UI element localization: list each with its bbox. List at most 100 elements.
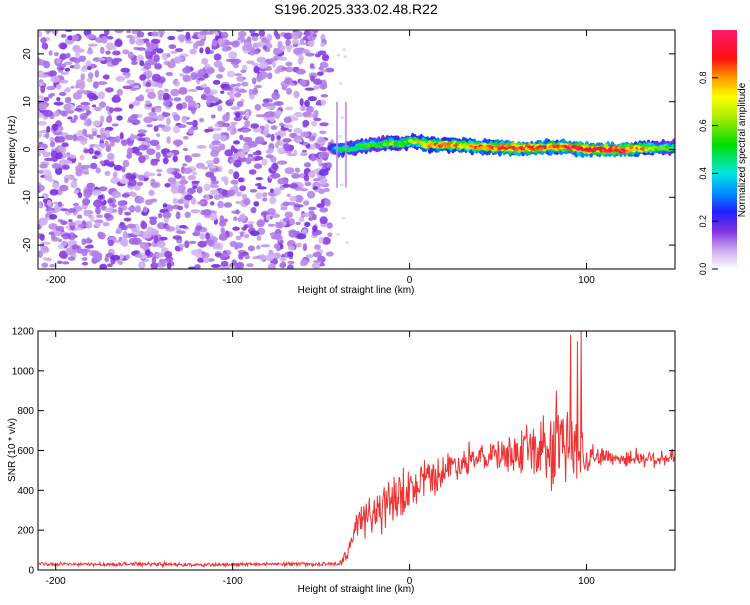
- y-tick-label: -10: [22, 190, 33, 205]
- heatmap-noise-cell: [220, 227, 226, 234]
- heatmap-noise-cell: [294, 194, 304, 203]
- colorbar-ticks: 0.0 0.2 0.4 0.6 0.8: [698, 72, 718, 275]
- heatmap-noise-cell: [114, 135, 121, 143]
- heatmap-noise-cell: [212, 241, 221, 249]
- heatmap-noise-cell: [147, 198, 157, 203]
- heatmap-noise-cell: [272, 233, 282, 240]
- heatmap-noise-cell: [175, 224, 180, 232]
- heatmap-noise-cell: [204, 194, 210, 201]
- heatmap-noise-cell: [90, 214, 95, 223]
- heatmap-noise-cell: [281, 45, 286, 52]
- heatmap-noise-cell: [303, 200, 310, 206]
- heatmap-noise-cell: [79, 154, 85, 161]
- heatmap-noise-cell: [298, 42, 308, 46]
- heatmap-noise-cell: [243, 197, 251, 206]
- heatmap-noise-cell: [178, 243, 185, 248]
- heatmap-noise: [38, 30, 350, 269]
- heatmap-noise-cell: [184, 95, 194, 103]
- heatmap-noise-cell: [38, 70, 44, 78]
- heatmap-noise-cell: [97, 91, 106, 100]
- heatmap-noise-cell: [53, 52, 59, 57]
- heatmap-noise-cell: [258, 62, 269, 69]
- heatmap-noise-cell: [105, 50, 111, 55]
- heatmap-noise-cell: [134, 205, 141, 213]
- heatmap-noise-cell: [128, 237, 139, 245]
- heatmap-noise-cell: [133, 85, 140, 89]
- heatmap-noise-cell: [316, 71, 324, 76]
- heatmap-noise-cell: [311, 262, 322, 269]
- heatmap-noise-cell: [125, 254, 131, 260]
- heatmap-noise-cell: [83, 209, 91, 217]
- heatmap-noise-cell: [40, 85, 46, 94]
- heatmap-noise-cell: [91, 189, 102, 196]
- heatmap-noise-cell: [182, 136, 189, 140]
- heatmap-noise-cell: [193, 42, 199, 50]
- heatmap-noise-cell: [110, 177, 120, 184]
- heatmap-noise-cell: [234, 92, 242, 98]
- heatmap-noise-cell: [153, 235, 159, 243]
- heatmap-noise-cell: [76, 214, 83, 219]
- heatmap-noise-cell: [157, 124, 165, 128]
- heatmap-noise-cell: [86, 110, 92, 115]
- heatmap-noise-cell: [321, 162, 329, 167]
- heatmap-noise-cell: [327, 232, 333, 237]
- heatmap-noise-cell: [233, 63, 239, 69]
- heatmap-noise-cell: [294, 230, 300, 235]
- heatmap-noise-cell: [179, 225, 187, 229]
- heatmap-noise-cell: [111, 204, 117, 208]
- heatmap-noise-cell: [255, 114, 265, 118]
- heatmap-band-cell: [495, 145, 501, 148]
- heatmap-ylabel: Frequency (Hz): [7, 116, 18, 185]
- heatmap-noise-cell: [256, 56, 266, 63]
- heatmap-noise-cell: [130, 192, 137, 198]
- heatmap-noise-cell: [61, 142, 69, 148]
- heatmap-noise-cell: [99, 160, 105, 165]
- heatmap-noise-cell: [126, 30, 131, 34]
- heatmap-noise-cell: [70, 118, 77, 123]
- heatmap-noise-cell: [55, 152, 63, 160]
- heatmap-noise-cell: [255, 192, 263, 200]
- heatmap-noise-cell: [182, 163, 188, 167]
- heatmap-noise-cell: [205, 94, 216, 102]
- heatmap-noise-cell: [75, 168, 83, 177]
- heatmap-noise-cell: [64, 160, 73, 165]
- heatmap-noise-cell: [94, 150, 101, 156]
- heatmap-noise-cell: [304, 221, 311, 228]
- heatmap-noise-cell: [121, 139, 128, 147]
- heatmap-noise-cell: [197, 77, 205, 81]
- heatmap-noise-cell: [296, 138, 303, 143]
- heatmap-noise-cell: [275, 48, 283, 54]
- heatmap-noise-cell: [97, 194, 104, 200]
- heatmap-noise-cell: [98, 186, 108, 192]
- heatmap-noise-cell: [266, 105, 276, 110]
- heatmap-noise-cell: [211, 39, 218, 47]
- heatmap-noise-cell: [149, 139, 160, 146]
- heatmap-noise-cell: [38, 152, 41, 157]
- heatmap-noise-cell: [127, 207, 137, 211]
- heatmap-noise-cell: [127, 51, 134, 59]
- heatmap-noise-cell: [162, 211, 172, 219]
- heatmap-noise-cell: [89, 162, 98, 170]
- heatmap-noise-cell: [252, 151, 259, 156]
- heatmap-noise-cell: [151, 256, 157, 265]
- heatmap-noise-cell: [320, 42, 326, 47]
- heatmap-noise-cell: [258, 30, 266, 37]
- heatmap-noise-cell: [145, 249, 151, 256]
- heatmap-noise-cell: [295, 221, 301, 226]
- heatmap-noise-cell: [205, 232, 210, 240]
- heatmap-noise-cell: [312, 213, 317, 221]
- heatmap-noise-cell: [238, 30, 247, 38]
- heatmap-band-cell: [484, 146, 490, 150]
- heatmap-noise-cell: [150, 80, 157, 87]
- heatmap-noise-cell: [139, 60, 145, 67]
- heatmap-noise-cell: [80, 73, 85, 81]
- heatmap-noise-cell: [77, 192, 83, 199]
- heatmap-noise-cell: [163, 100, 171, 107]
- heatmap-noise-cell: [269, 188, 275, 193]
- heatmap-noise-cell: [213, 60, 223, 68]
- heatmap-noise-cell: [128, 104, 134, 109]
- heatmap-noise-cell: [81, 261, 89, 266]
- heatmap-noise-cell: [145, 50, 151, 56]
- heatmap-noise-cell: [188, 187, 196, 194]
- heatmap-noise-cell: [51, 30, 59, 35]
